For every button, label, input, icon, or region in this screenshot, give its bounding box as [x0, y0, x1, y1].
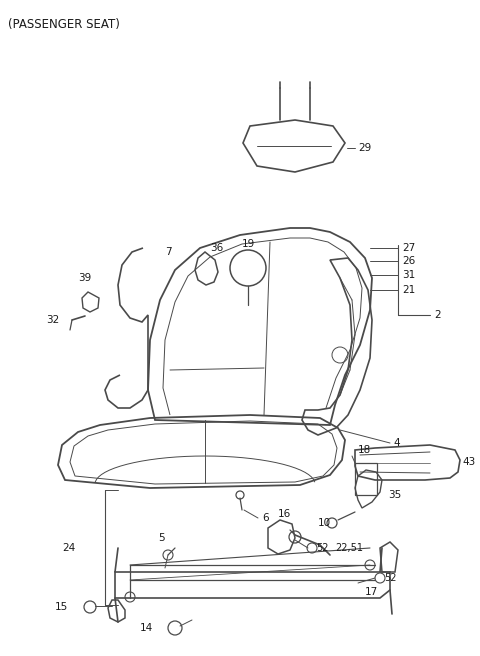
Text: 26: 26	[402, 256, 415, 266]
Text: 32: 32	[46, 315, 59, 325]
Text: 21: 21	[402, 285, 415, 295]
Text: 4: 4	[393, 438, 400, 448]
Text: 17: 17	[365, 587, 378, 597]
Text: 24: 24	[62, 543, 75, 553]
Text: 43: 43	[462, 457, 475, 467]
Text: 5: 5	[158, 533, 165, 543]
Text: 7: 7	[165, 247, 172, 257]
Text: 2: 2	[434, 310, 441, 320]
Text: (PASSENGER SEAT): (PASSENGER SEAT)	[8, 18, 120, 31]
Text: 10: 10	[318, 518, 331, 528]
Text: 16: 16	[278, 509, 291, 519]
Text: 14: 14	[140, 623, 153, 633]
Text: 18: 18	[358, 445, 371, 455]
Text: 52: 52	[316, 543, 328, 553]
Text: 15: 15	[55, 602, 68, 612]
Text: 31: 31	[402, 270, 415, 280]
Text: 39: 39	[78, 273, 91, 283]
Text: 36: 36	[210, 243, 223, 253]
Text: 19: 19	[242, 239, 255, 249]
Text: 22,51: 22,51	[335, 543, 363, 553]
Bar	[355, 463, 377, 495]
Text: 52: 52	[384, 573, 396, 583]
Text: 27: 27	[402, 243, 415, 253]
Text: 6: 6	[262, 513, 269, 523]
Text: 29: 29	[358, 143, 371, 153]
Text: 35: 35	[388, 490, 401, 500]
